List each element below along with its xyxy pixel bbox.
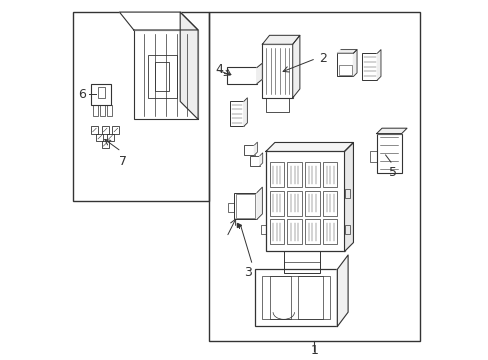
Bar — [344, 225, 349, 234]
Polygon shape — [262, 35, 299, 44]
Bar — [233, 193, 257, 219]
Bar — [337, 53, 353, 76]
Polygon shape — [244, 98, 247, 126]
Polygon shape — [265, 143, 353, 152]
Polygon shape — [119, 12, 198, 30]
Bar — [362, 53, 377, 80]
Bar — [112, 126, 119, 134]
Bar — [134, 30, 198, 119]
Bar — [255, 269, 337, 327]
Bar — [100, 105, 105, 116]
Polygon shape — [180, 12, 198, 119]
Bar — [249, 156, 259, 166]
Bar — [287, 162, 301, 187]
Polygon shape — [254, 142, 257, 155]
Bar — [260, 225, 265, 234]
Bar — [323, 219, 337, 244]
Bar — [93, 105, 98, 116]
Bar — [323, 191, 337, 216]
Bar — [305, 191, 319, 216]
Bar — [102, 126, 108, 134]
Text: 4: 4 — [215, 63, 223, 76]
Bar — [228, 203, 233, 212]
Text: 6: 6 — [78, 88, 85, 101]
Bar — [369, 152, 376, 162]
Bar — [265, 98, 288, 112]
Text: 1: 1 — [309, 344, 318, 357]
Polygon shape — [257, 187, 262, 219]
Bar — [376, 134, 401, 173]
Bar — [287, 191, 301, 216]
Polygon shape — [259, 153, 262, 166]
Bar — [98, 87, 105, 98]
Bar — [226, 67, 257, 84]
Bar — [155, 62, 169, 91]
Bar — [283, 251, 319, 273]
Bar — [107, 105, 112, 116]
Bar — [230, 102, 244, 126]
Polygon shape — [337, 255, 347, 327]
Bar — [148, 55, 176, 98]
Bar — [91, 84, 110, 105]
Bar — [305, 162, 319, 187]
Bar — [107, 134, 114, 141]
Bar — [262, 44, 292, 98]
Text: 2: 2 — [319, 52, 327, 65]
Polygon shape — [377, 50, 380, 80]
Bar — [91, 126, 98, 134]
Bar — [305, 219, 319, 244]
Bar — [344, 189, 349, 198]
Bar — [323, 162, 337, 187]
Text: 7: 7 — [119, 155, 127, 168]
Bar — [339, 65, 351, 75]
Bar — [96, 134, 103, 141]
Bar — [269, 276, 290, 319]
Bar — [102, 141, 108, 148]
Bar — [298, 276, 323, 319]
Bar — [265, 152, 344, 251]
Text: 3: 3 — [244, 266, 251, 279]
Polygon shape — [257, 63, 262, 84]
Bar — [244, 145, 254, 155]
Text: 5: 5 — [388, 166, 396, 179]
Bar — [73, 12, 208, 202]
Polygon shape — [344, 143, 353, 251]
Polygon shape — [376, 128, 406, 134]
Bar — [269, 191, 283, 216]
Polygon shape — [353, 50, 356, 76]
Bar — [235, 194, 255, 217]
Polygon shape — [337, 50, 356, 53]
Bar — [269, 219, 283, 244]
Bar — [269, 162, 283, 187]
Bar — [287, 219, 301, 244]
Bar — [262, 276, 329, 319]
Bar — [208, 12, 419, 341]
Polygon shape — [292, 35, 299, 98]
